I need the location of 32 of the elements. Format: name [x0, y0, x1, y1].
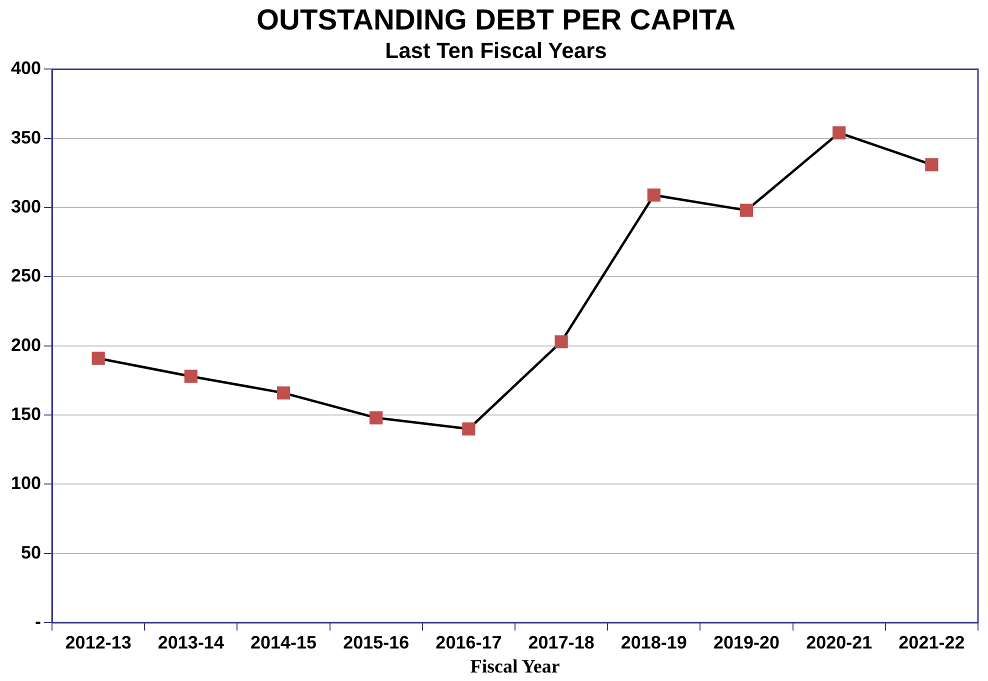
chart-subtitle: Last Ten Fiscal Years	[385, 38, 607, 64]
chart-title: OUTSTANDING DEBT PER CAPITA	[256, 4, 736, 36]
y-tick-label: 200	[10, 334, 42, 355]
x-tick-label: 2015-16	[343, 632, 410, 652]
point	[554, 335, 568, 348]
y-tick-label: 300	[10, 196, 42, 217]
x-tick-label: 2021-22	[898, 632, 965, 652]
y-tick-label: 150	[10, 404, 42, 424]
x-tick-label: 2012-13	[65, 632, 132, 652]
y-tick-label: 350	[10, 127, 42, 148]
point	[832, 126, 846, 140]
y-tick-label: 250	[10, 266, 42, 286]
point	[740, 204, 754, 217]
x-tick-label: 2019-20	[713, 632, 780, 652]
y-tick-label: 100	[10, 473, 42, 494]
x-axis-title: Fiscal Year	[470, 656, 560, 678]
y-tick-label: 50	[21, 542, 42, 562]
y-tick-label: 400	[10, 58, 42, 78]
point	[92, 352, 105, 365]
x-tick-label: 2018-19	[620, 632, 687, 652]
point	[276, 386, 290, 400]
point	[370, 411, 383, 424]
point	[184, 370, 198, 383]
point	[647, 188, 660, 202]
y-tick-label: -	[35, 612, 42, 632]
x-tick-label: 2020-21	[806, 632, 872, 652]
x-tick-label: 2016-17	[436, 632, 502, 652]
point	[925, 158, 938, 172]
x-tick-label: 2013-14	[158, 632, 224, 652]
point	[462, 422, 476, 436]
x-tick-label: 2017-18	[528, 632, 594, 652]
x-tick-label: 2014-15	[250, 632, 317, 652]
